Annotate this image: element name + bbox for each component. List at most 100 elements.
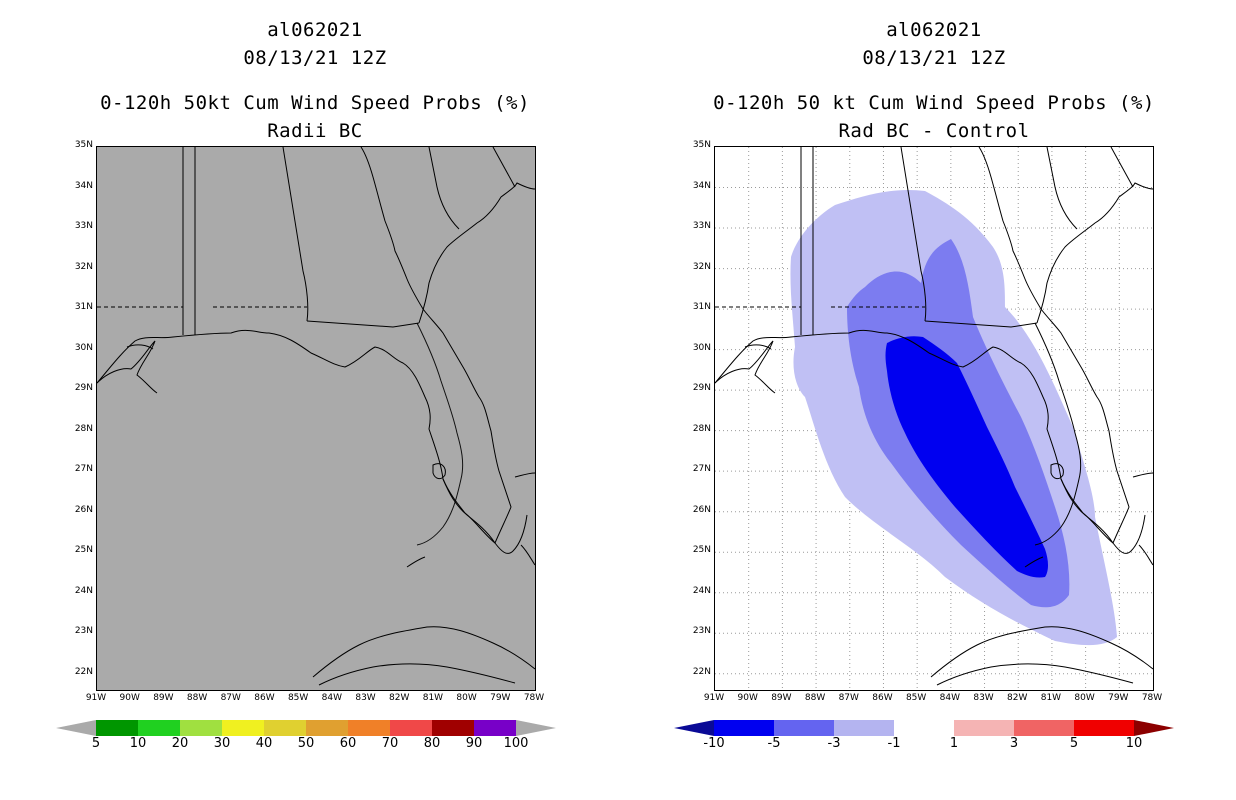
left-map-background	[97, 147, 535, 690]
left-colorbar-label: 30	[213, 736, 231, 751]
right-lat-label: 32N	[692, 261, 711, 272]
left-lat-label: 22N	[74, 666, 93, 677]
left-colorbar	[56, 718, 556, 738]
left-lat-label: 31N	[74, 302, 93, 313]
left-title-product: 0-120h 50kt Cum Wind Speed Probs (%)	[100, 92, 530, 114]
right-map-svg	[715, 147, 1153, 690]
left-colorbar-swatch	[222, 720, 264, 736]
right-lon-label: 89W	[771, 693, 792, 703]
right-colorbar-swatch	[714, 720, 774, 736]
right-lat-label: 24N	[692, 585, 711, 596]
left-colorbar-arrow-left	[56, 720, 96, 736]
right-lon-label: 78W	[1141, 693, 1163, 703]
right-lat-label: 28N	[692, 423, 711, 434]
right-lat-label: 25N	[692, 545, 711, 556]
left-lon-label: 85W	[287, 693, 309, 703]
left-lat-label: 30N	[74, 342, 93, 353]
left-lat-label: 28N	[74, 423, 93, 434]
left-colorbar-swatch	[306, 720, 348, 736]
left-colorbar-swatch	[348, 720, 390, 736]
left-colorbar-swatch	[474, 720, 516, 736]
right-lon-label: 83W	[973, 693, 994, 703]
left-lon-label: 87W	[220, 693, 241, 703]
right-map	[714, 146, 1154, 691]
right-colorbar-label: -10	[703, 736, 725, 751]
left-lat-label: 26N	[74, 504, 93, 515]
left-lat-label: 29N	[74, 383, 93, 394]
right-colorbar-swatch	[834, 720, 894, 736]
left-lat-label: 33N	[74, 221, 93, 232]
right-colorbar-label: -3	[827, 736, 841, 751]
right-lon-label: 81W	[1040, 693, 1062, 703]
right-title-product: 0-120h 50 kt Cum Wind Speed Probs (%)	[713, 92, 1155, 114]
right-colorbar-label: 10	[1125, 736, 1143, 751]
left-lon-label: 79W	[490, 693, 511, 703]
left-colorbar-label: 50	[297, 736, 315, 751]
right-colorbar-label: 1	[949, 736, 959, 751]
right-colorbar-arrow-right	[1134, 720, 1174, 736]
left-colorbar-svg	[56, 720, 556, 736]
right-colorbar-swatch	[1074, 720, 1134, 736]
right-lat-label: 34N	[692, 180, 711, 191]
right-lon-label: 91W	[703, 693, 725, 703]
right-colorbar-swatch	[894, 720, 954, 736]
right-lat-label: 29N	[692, 383, 711, 394]
left-colorbar-swatch	[390, 720, 432, 736]
contour-level-minus5	[885, 336, 1048, 578]
left-lon-label: 78W	[523, 693, 545, 703]
right-lon-label: 80W	[1074, 693, 1095, 703]
left-lat-label: 24N	[74, 585, 93, 596]
right-colorbar-label: 3	[1009, 736, 1019, 751]
left-lat-label: 35N	[74, 140, 93, 150]
left-lon-label: 90W	[119, 693, 140, 703]
right-lat-label: 22N	[692, 666, 711, 677]
right-lat-label: 23N	[692, 626, 711, 637]
left-lon-label: 82W	[389, 693, 410, 703]
left-coastlines	[97, 147, 535, 686]
right-colorbar-arrow-left	[674, 720, 714, 736]
right-colorbar-swatch	[774, 720, 834, 736]
right-lat-label: 31N	[692, 302, 711, 313]
left-title-subtitle: Radii BC	[267, 120, 363, 142]
left-colorbar-label: 90	[465, 736, 483, 751]
right-lon-label: 87W	[838, 693, 859, 703]
left-colorbar-label: 60	[339, 736, 357, 751]
left-lon-label: 81W	[422, 693, 444, 703]
right-lon-label: 85W	[905, 693, 927, 703]
left-colorbar-label: 40	[255, 736, 273, 751]
right-lon-label: 79W	[1108, 693, 1129, 703]
right-colorbar-label: -1	[887, 736, 901, 751]
left-colorbar-swatch	[180, 720, 222, 736]
left-lon-label: 80W	[456, 693, 477, 703]
left-title-datetime: 08/13/21 12Z	[243, 47, 387, 69]
left-colorbar-label: 100	[503, 736, 529, 751]
left-lon-label: 89W	[153, 693, 174, 703]
right-colorbar-swatch	[1014, 720, 1074, 736]
left-title-storm-id: al062021	[267, 19, 363, 41]
right-lat-label: 27N	[692, 464, 711, 475]
left-lon-label: 84W	[321, 693, 343, 703]
right-lat-label: 33N	[692, 221, 711, 232]
right-coastlines	[715, 147, 1153, 686]
left-lat-label: 34N	[74, 180, 93, 191]
right-colorbar-swatch	[954, 720, 1014, 736]
right-colorbar-svg	[674, 720, 1174, 736]
right-lat-label: 26N	[692, 504, 711, 515]
right-colorbar-label: -5	[767, 736, 781, 751]
right-lon-label: 82W	[1007, 693, 1028, 703]
left-colorbar-swatch	[264, 720, 306, 736]
left-colorbar-label: 10	[129, 736, 147, 751]
left-colorbar-swatch	[96, 720, 138, 736]
right-lon-label: 88W	[804, 693, 826, 703]
right-colorbar-label: 5	[1069, 736, 1079, 751]
right-title-subtitle: Rad BC - Control	[838, 120, 1030, 142]
left-lat-label: 32N	[74, 261, 93, 272]
right-lon-label: 84W	[939, 693, 961, 703]
left-lon-label: 86W	[254, 693, 275, 703]
left-colorbar-label: 80	[423, 736, 441, 751]
right-lon-label: 90W	[737, 693, 758, 703]
right-lon-label: 86W	[872, 693, 893, 703]
left-map-svg	[97, 147, 535, 690]
left-colorbar-swatch	[138, 720, 180, 736]
left-map	[96, 146, 536, 691]
